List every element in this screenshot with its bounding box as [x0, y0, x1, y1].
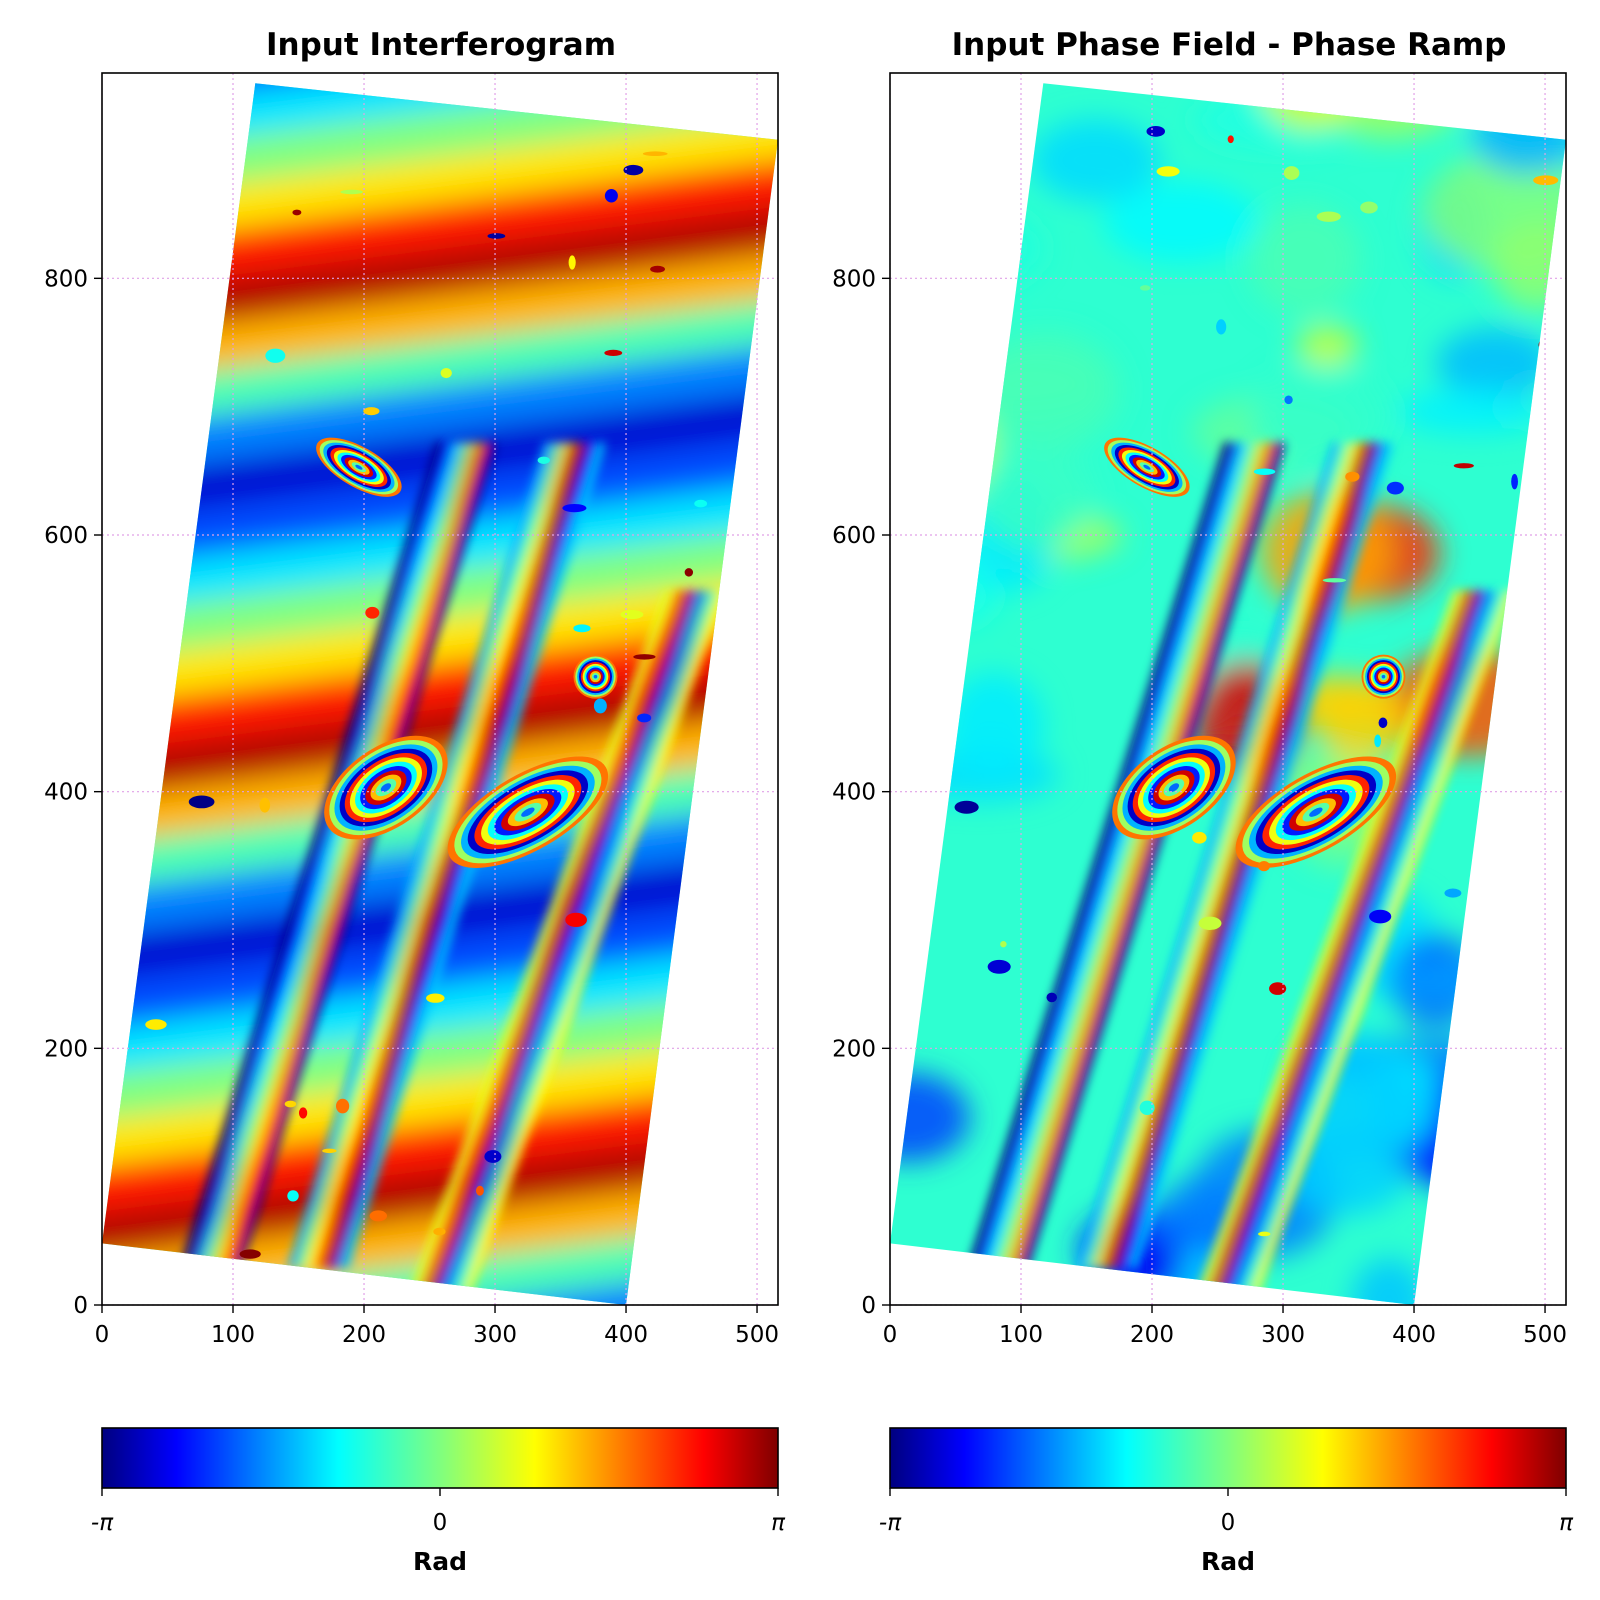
colorbar-tick-zero: 0 [433, 1510, 448, 1536]
x-tick-label: 200 [342, 1322, 386, 1348]
y-tick-label: 200 [44, 1036, 88, 1062]
colorbar-gradient [889, 1427, 1567, 1489]
axes-frame [101, 72, 779, 1306]
y-tick-label: 200 [832, 1036, 876, 1062]
colorbar-label: Rad [1201, 1547, 1255, 1576]
y-tick-label: 400 [832, 780, 876, 806]
colorbar-tick-min: -π [91, 1510, 114, 1536]
y-tick-label: 600 [44, 523, 88, 549]
x-tick-label: 300 [473, 1322, 517, 1348]
colorbar-tick-max: π [1559, 1510, 1574, 1536]
y-tick-label: 0 [73, 1293, 88, 1319]
ridge-stripes [179, 441, 728, 1294]
colorbar: -π 0 π Rad [879, 1427, 1574, 1576]
phase-field-image [890, 83, 1566, 1305]
y-tick-label: 800 [44, 266, 88, 292]
colorbar-tick-min: -π [879, 1510, 902, 1536]
colorbar-label: Rad [413, 1547, 467, 1576]
x-tick-label: 500 [1523, 1322, 1567, 1348]
axes-frame [889, 72, 1567, 1306]
panel-title: Input Phase Field - Phase Ramp [952, 27, 1507, 63]
x-tick-label: 400 [604, 1322, 648, 1348]
colorbar-tick-max: π [771, 1510, 786, 1536]
x-tick-label: 400 [1392, 1322, 1436, 1348]
axis-ticks: 0 100 200 300 400 500 0 200 400 600 800 [44, 266, 779, 1348]
panel-title: Input Interferogram [266, 27, 616, 63]
x-tick-label: 100 [999, 1322, 1043, 1348]
panel-left: Input Interferogram 0 100 200 300 400 500 0 200… [44, 27, 786, 1576]
axis-ticks: 0 100 200 300 400 500 0 200 400 600 800 [832, 266, 1567, 1348]
y-tick-label: 800 [832, 266, 876, 292]
x-tick-label: 0 [95, 1322, 110, 1348]
colorbar-tick-zero: 0 [1221, 1510, 1236, 1536]
x-tick-label: 500 [735, 1322, 779, 1348]
y-tick-label: 600 [832, 523, 876, 549]
interferogram-image [102, 83, 778, 1305]
colorbar-gradient [101, 1427, 779, 1489]
y-tick-label: 400 [44, 780, 88, 806]
fringe-zones [316, 437, 618, 868]
panel-right: Input Phase Field - Phase Ramp 0 100 200 30… [832, 27, 1574, 1576]
x-tick-label: 300 [1261, 1322, 1305, 1348]
y-tick-label: 0 [861, 1293, 876, 1319]
x-tick-label: 100 [211, 1322, 255, 1348]
x-tick-label: 0 [883, 1322, 898, 1348]
colorbar: -π 0 π Rad [91, 1427, 786, 1576]
x-tick-label: 200 [1130, 1322, 1174, 1348]
